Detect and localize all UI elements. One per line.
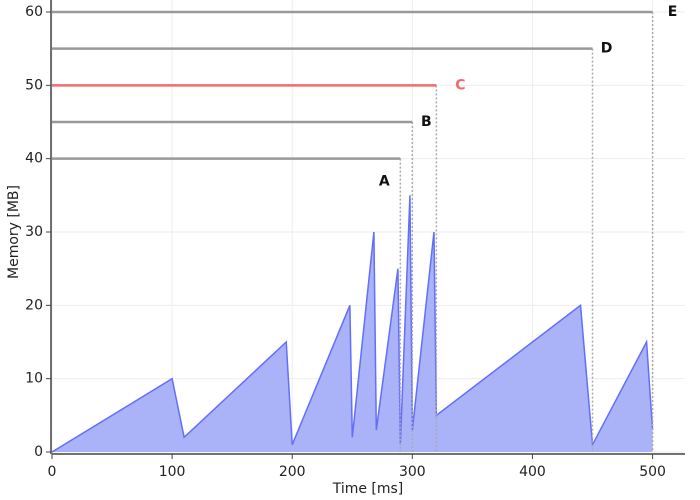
y-tick-label: 10 <box>25 371 43 387</box>
y-tick-label: 60 <box>25 4 43 20</box>
y-tick-label: 50 <box>25 77 43 93</box>
deadline-label: A <box>379 174 390 190</box>
deadline-label: B <box>421 114 432 130</box>
x-tick-label: 500 <box>639 464 666 480</box>
y-tick-label: 40 <box>25 151 43 167</box>
x-tick-label: 0 <box>48 464 57 480</box>
area-fill <box>52 195 653 453</box>
deadline-label: C <box>455 77 465 93</box>
y-tick-label: 30 <box>25 224 43 240</box>
area-line <box>51 195 654 453</box>
x-tick-label: 200 <box>279 464 306 480</box>
deadline-label: D <box>601 41 613 57</box>
x-tick-label: 100 <box>159 464 186 480</box>
x-tick-label: 400 <box>519 464 546 480</box>
x-axis-title: Time [ms] <box>332 481 404 497</box>
deadline-label: E <box>668 4 678 20</box>
y-tick-label: 0 <box>34 444 43 460</box>
y-axis-title: Memory [MB] <box>6 185 22 279</box>
x-tick-label: 300 <box>399 464 426 480</box>
y-tick-label: 20 <box>25 297 43 313</box>
